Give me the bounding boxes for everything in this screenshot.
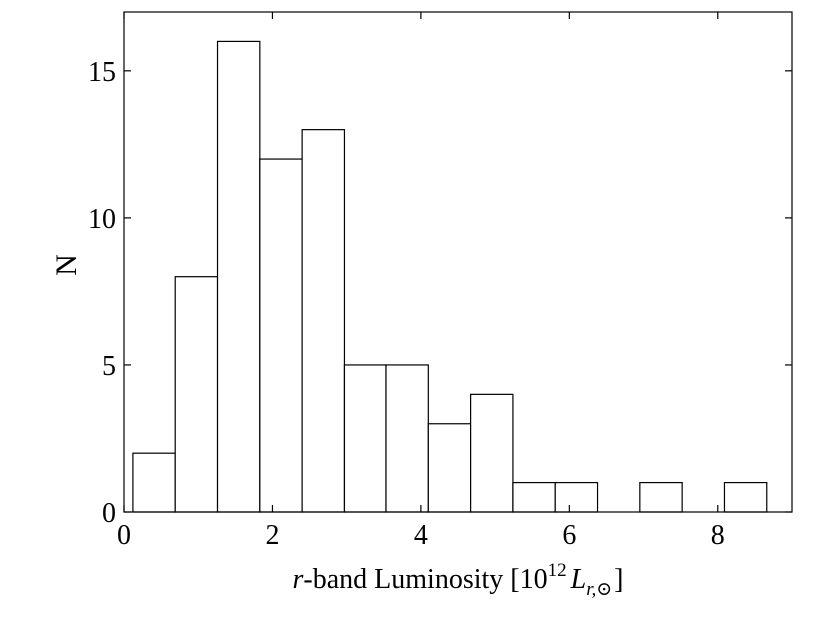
y-tick-label: 5 (102, 351, 116, 382)
y-tick-label: 0 (102, 498, 116, 529)
bars-group (132, 40, 768, 513)
x-axis-label-close: ] (614, 564, 623, 595)
histogram-bar (174, 276, 219, 513)
histogram-bar (723, 481, 768, 513)
histogram-bar (554, 481, 599, 513)
x-tick-label: 2 (265, 520, 279, 551)
histogram-bar (259, 158, 303, 513)
histogram-bar (301, 129, 346, 513)
plot-frame (123, 11, 793, 513)
histogram-bar (470, 393, 514, 513)
histogram-bar (385, 364, 429, 513)
x-axis-label-L: L (570, 564, 587, 595)
histogram-bar (427, 423, 472, 513)
histogram-bar (512, 481, 556, 513)
x-tick-label: 8 (711, 520, 725, 551)
histogram-bar (639, 481, 683, 513)
histogram-bar (132, 452, 176, 513)
histogram-bar (343, 364, 387, 513)
x-tick-label: 4 (414, 520, 428, 551)
x-axis-label: r-band Luminosity [1012 Lr,⊙] (293, 560, 624, 600)
x-axis-label-text: -band Luminosity [10 (303, 564, 547, 595)
x-tick-label: 0 (117, 520, 131, 551)
y-axis-label: N (50, 254, 83, 276)
y-tick-label: 10 (88, 204, 116, 235)
y-tick-label: 15 (88, 57, 116, 88)
x-axis-label-r: r (293, 564, 304, 595)
histogram-bar (216, 40, 261, 513)
ticks-group (123, 12, 792, 513)
tick-labels-group: 0 2 4 6 8 0 5 10 15 (88, 57, 725, 551)
x-tick-label: 6 (562, 520, 576, 551)
x-axis-label-subscript: r,⊙ (586, 579, 612, 600)
x-axis-label-exponent: 12 (548, 560, 567, 581)
